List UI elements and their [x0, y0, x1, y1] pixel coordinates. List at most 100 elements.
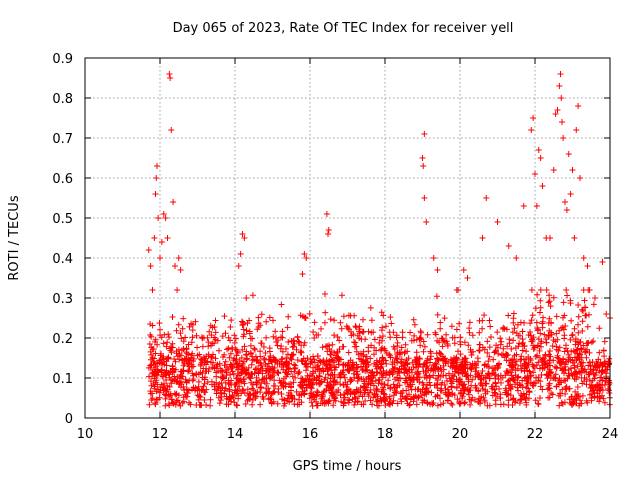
data-point [494, 219, 501, 225]
data-point [149, 287, 156, 293]
data-point [479, 235, 486, 241]
data-point [172, 263, 178, 269]
data-point [563, 207, 570, 213]
y-tick-label: 0.2 [52, 332, 73, 347]
x-axis-label: GPS time / hours [293, 459, 402, 474]
data-point [243, 295, 250, 301]
data-point [152, 191, 159, 197]
data-point [460, 267, 467, 273]
data-point [167, 75, 174, 81]
y-tick-label: 0.5 [52, 212, 73, 227]
data-point [301, 251, 308, 257]
data-point [520, 203, 527, 209]
data-point [483, 195, 490, 201]
data-point [580, 255, 587, 261]
data-point [153, 175, 160, 181]
y-tick-label: 0.9 [52, 52, 73, 67]
data-point [558, 95, 565, 101]
y-tick-label: 0 [65, 412, 73, 427]
x-tick-label: 16 [302, 427, 319, 442]
x-tick-label: 24 [602, 427, 619, 442]
data-point [168, 127, 175, 133]
x-tick-label: 22 [527, 427, 544, 442]
data-point [241, 235, 248, 241]
data-point [434, 267, 441, 273]
data-point [513, 255, 520, 261]
data-point [554, 107, 561, 113]
data-point [303, 255, 310, 261]
data-point [562, 199, 568, 205]
y-tick-label: 0.8 [52, 92, 73, 107]
data-points [145, 71, 613, 321]
x-tick-label: 10 [77, 427, 94, 442]
x-tick-label: 20 [452, 427, 469, 442]
data-point [584, 263, 591, 269]
data-point [237, 251, 244, 257]
y-tick-label: 0.7 [52, 132, 73, 147]
data-point [421, 131, 428, 137]
dense-point-cloud [145, 287, 613, 409]
data-point [547, 235, 553, 241]
data-point [560, 135, 567, 141]
data-point [155, 215, 162, 221]
data-point [325, 231, 331, 237]
data-point [423, 219, 430, 225]
data-point [532, 171, 538, 177]
y-tick-label: 0.6 [52, 172, 73, 187]
y-tick-labels: 0 0.1 0.2 0.3 0.4 0.5 0.6 0.7 0.8 0.9 [52, 52, 73, 427]
data-point [166, 71, 173, 77]
data-point [603, 311, 610, 317]
data-point [145, 247, 152, 253]
data-point [535, 147, 542, 153]
y-tick-label: 0.4 [52, 252, 73, 267]
data-point [464, 275, 471, 281]
data-point [322, 291, 328, 297]
data-point [537, 155, 544, 161]
data-point [599, 259, 606, 265]
data-point [557, 71, 564, 77]
data-point [299, 271, 306, 277]
data-point [158, 239, 165, 245]
chart-title: Day 065 of 2023, Rate Of TEC Index for r… [173, 21, 514, 36]
plot-frame [84, 57, 611, 419]
data-point [592, 295, 598, 301]
data-point [571, 235, 578, 241]
data-point [575, 103, 582, 109]
data-point [157, 255, 163, 261]
data-point [505, 243, 512, 249]
data-point [550, 167, 557, 173]
data-point [567, 191, 574, 197]
data-point [565, 151, 572, 157]
data-point [323, 211, 330, 217]
data-point [420, 163, 427, 169]
data-point [569, 167, 576, 173]
data-point [559, 119, 565, 125]
data-point [573, 127, 580, 133]
axis-ticks [84, 57, 611, 419]
x-tick-labels: 10 12 14 16 18 20 22 24 [77, 427, 619, 442]
data-point [539, 183, 546, 189]
data-point [528, 127, 535, 133]
data-point [533, 203, 540, 209]
data-point [577, 175, 583, 181]
data-point [419, 155, 426, 161]
y-axis-label: ROTI / TECUs [7, 195, 22, 280]
dense-points [145, 287, 613, 409]
data-point [175, 255, 182, 261]
data-point [530, 115, 537, 121]
data-point [430, 255, 437, 261]
data-point [162, 215, 169, 221]
x-tick-label: 18 [377, 427, 394, 442]
data-point [325, 227, 332, 233]
y-tick-label: 0.3 [52, 292, 73, 307]
data-point [235, 263, 242, 269]
x-tick-label: 12 [152, 427, 169, 442]
data-point [151, 235, 158, 241]
data-point [170, 199, 177, 205]
data-point [160, 211, 167, 217]
data-point [154, 163, 160, 169]
data-point [164, 235, 171, 241]
data-point [239, 231, 246, 237]
data-point [552, 111, 559, 117]
